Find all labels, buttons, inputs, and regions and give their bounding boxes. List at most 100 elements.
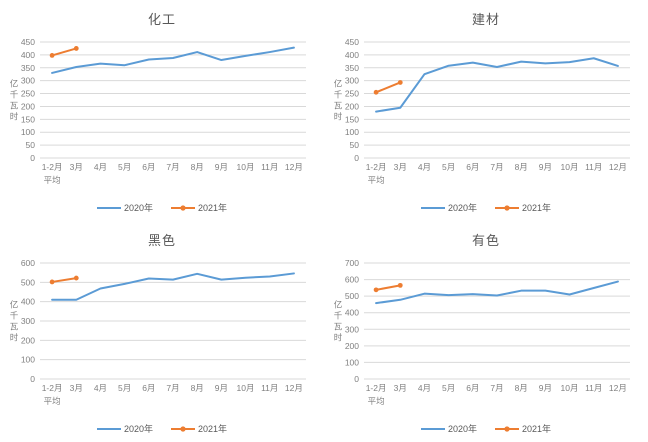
x-tick-label: 1-2月: [366, 383, 387, 393]
y-tick-label: 400: [345, 308, 359, 318]
y-tick-label: 500: [21, 277, 35, 287]
x-tick-label: 10月: [561, 162, 579, 172]
y-tick-label: 100: [345, 357, 359, 367]
x-tick-label: 10月: [561, 383, 579, 393]
line-marker-series-icon: [171, 204, 195, 211]
series-line-2021年: [51, 277, 78, 283]
chart-chemical: 化工 0 50 100 150 200 250 300 350 400 450 亿千瓦时 1-2月 平均…: [0, 0, 324, 221]
series-line-2021年: [51, 47, 78, 57]
y-tick-label: 450: [21, 37, 35, 47]
legend-label-2020: 2020年: [123, 203, 153, 213]
x-tick-label: 3月: [394, 162, 407, 172]
y-axis-title-char: 瓦: [334, 322, 343, 332]
x-tick-label: 1-2月: [42, 383, 63, 393]
x-tick-label: 5月: [118, 162, 131, 172]
y-tick-label: 700: [345, 258, 359, 268]
chart-legend: 2020年 2021年: [0, 422, 324, 435]
x-tick-label: 6月: [142, 162, 155, 172]
y-tick-label: 50: [350, 140, 360, 150]
x-tick-label: 6月: [142, 383, 155, 393]
x-tick-label: 11月: [585, 383, 602, 393]
y-axis-title-char: 千: [334, 90, 343, 100]
y-axis-title-char: 时: [10, 112, 19, 122]
legend-label-2020: 2020年: [447, 424, 477, 434]
y-tick-label: 450: [345, 37, 359, 47]
y-tick-label: 300: [21, 316, 35, 326]
y-tick-label: 250: [21, 89, 35, 99]
legend-item-2020: 2020年: [420, 201, 477, 214]
series-marker-2021年: [49, 53, 55, 58]
x-tick-label: 平均: [44, 396, 61, 406]
legend-label-2020: 2020年: [447, 203, 477, 213]
series-line-2021年: [375, 81, 402, 94]
series-line-2020年: [51, 272, 295, 301]
y-tick-label: 50: [26, 140, 36, 150]
legend-item-2021: 2021年: [495, 201, 551, 214]
series-marker-2021年: [73, 275, 79, 281]
x-tick-label: 7月: [490, 162, 503, 172]
x-tick-label: 平均: [44, 175, 61, 185]
x-tick-label: 12月: [609, 383, 627, 393]
y-tick-label: 100: [21, 355, 35, 365]
chart-legend: 2020年 2021年: [324, 422, 648, 435]
x-tick-label: 9月: [215, 162, 228, 172]
y-tick-label: 600: [345, 275, 359, 285]
chart-title: 化工: [147, 12, 176, 27]
x-tick-label: 4月: [94, 162, 107, 172]
y-tick-label: 300: [345, 324, 359, 334]
x-tick-label: 6月: [466, 383, 479, 393]
y-tick-label: 400: [21, 297, 35, 307]
legend-label-2021: 2021年: [522, 424, 552, 434]
series-marker-2021年: [373, 287, 379, 293]
y-tick-label: 0: [30, 153, 35, 163]
y-axis-title-char: 瓦: [10, 322, 19, 332]
x-tick-label: 7月: [166, 383, 179, 393]
series-marker-2021年: [73, 46, 79, 51]
series-marker-2021年: [397, 282, 403, 288]
series-marker-2021年: [397, 80, 403, 85]
series-line-2021年: [375, 284, 402, 291]
x-tick-label: 9月: [215, 383, 228, 393]
x-tick-label: 12月: [285, 162, 303, 172]
y-tick-label: 150: [21, 114, 35, 124]
y-tick-label: 350: [345, 63, 359, 73]
line-series-icon: [96, 427, 121, 430]
chart-title: 有色: [471, 233, 500, 248]
y-tick-label: 500: [345, 291, 359, 301]
y-tick-label: 100: [21, 127, 35, 137]
series-line-2020年: [375, 280, 619, 305]
x-tick-label: 8月: [191, 162, 204, 172]
x-tick-label: 4月: [418, 162, 431, 172]
y-tick-label: 200: [345, 341, 359, 351]
x-tick-label: 11月: [261, 162, 278, 172]
x-tick-label: 5月: [442, 162, 455, 172]
y-tick-label: 0: [30, 374, 35, 384]
x-tick-label: 7月: [490, 383, 503, 393]
x-tick-label: 12月: [609, 162, 627, 172]
legend-item-2020: 2020年: [96, 422, 153, 435]
chart-title: 建材: [471, 12, 500, 27]
x-tick-label: 平均: [368, 396, 385, 406]
y-tick-label: 300: [21, 76, 35, 86]
x-tick-label: 9月: [539, 383, 552, 393]
series-line-2020年: [51, 46, 295, 74]
y-tick-label: 400: [345, 50, 359, 60]
y-tick-label: 350: [21, 63, 35, 73]
y-tick-label: 250: [345, 89, 359, 99]
series-marker-2021年: [49, 279, 55, 285]
chart-title: 黑色: [147, 233, 176, 248]
x-tick-label: 3月: [70, 162, 83, 172]
y-tick-label: 0: [354, 153, 359, 163]
y-axis-title-char: 瓦: [10, 101, 19, 111]
y-axis-title-char: 时: [334, 333, 343, 343]
legend-label-2021: 2021年: [198, 203, 228, 213]
y-axis-title-char: 千: [10, 90, 19, 100]
y-tick-label: 200: [345, 101, 359, 111]
y-axis-title-char: 千: [334, 311, 343, 321]
x-tick-label: 1-2月: [42, 162, 63, 172]
line-series-icon: [420, 206, 445, 209]
x-tick-label: 10月: [237, 162, 255, 172]
